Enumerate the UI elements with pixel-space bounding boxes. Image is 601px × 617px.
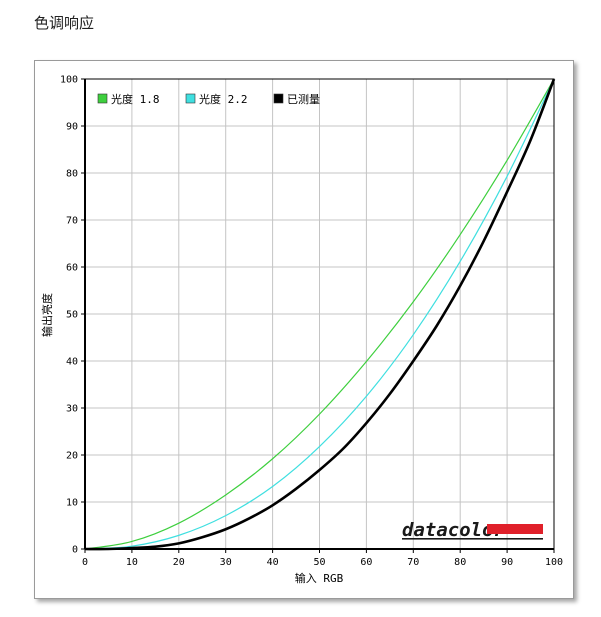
y-tick-label: 0 — [72, 545, 78, 556]
legend-swatch — [97, 93, 108, 104]
svg-text:datacolor: datacolor — [402, 519, 506, 541]
y-tick-label: 100 — [60, 75, 78, 86]
y-tick-label: 20 — [66, 451, 78, 462]
legend-swatch — [273, 93, 284, 104]
y-tick-label: 80 — [66, 169, 78, 180]
x-tick-label: 30 — [220, 557, 232, 568]
x-tick-label: 70 — [407, 557, 419, 568]
x-tick-label: 20 — [173, 557, 185, 568]
legend-label: 已测量 — [287, 93, 320, 106]
series-line-3 — [84, 78, 556, 551]
x-tick-label: 10 — [126, 557, 138, 568]
x-tick-label: 60 — [360, 557, 372, 568]
y-tick-label: 30 — [66, 404, 78, 415]
series-line-2 — [84, 78, 555, 550]
series-layer — [84, 78, 556, 551]
page-title: 色调响应 — [34, 14, 95, 32]
axis-layer: 0 10 20 30 40 50 60 70 80 90 100 0 10 20 30 40 50 60 70 80 9… — [60, 75, 563, 569]
legend-label: 光度 2.2 — [199, 92, 248, 106]
x-tick-label: 0 — [82, 557, 88, 568]
chart-panel: 0 10 20 30 40 50 60 70 80 90 100 0 10 20 30 40 50 60 70 80 9… — [34, 60, 574, 599]
y-tick-label: 70 — [66, 216, 78, 227]
y-tick-label: 60 — [66, 263, 78, 274]
x-tick-label: 100 — [545, 557, 563, 568]
x-tick-label: 40 — [267, 557, 279, 568]
y-tick-label: 40 — [66, 357, 78, 368]
y-tick-label: 10 — [66, 498, 78, 509]
chart-legend: 光度 1.8 光度 2.2 已测量 — [97, 92, 320, 106]
x-tick-label: 80 — [454, 557, 466, 568]
y-axis-label: 输出亮度 — [40, 293, 54, 337]
legend-swatch — [185, 93, 196, 104]
series-line-1 — [84, 78, 555, 550]
legend-label: 光度 1.8 — [111, 92, 160, 106]
y-tick-label: 50 — [66, 310, 78, 321]
y-tick-label: 90 — [66, 122, 78, 133]
x-tick-label: 50 — [313, 557, 325, 568]
tone-response-chart: 0 10 20 30 40 50 60 70 80 90 100 0 10 20 30 40 50 60 70 80 9… — [40, 75, 563, 586]
grid-layer — [84, 78, 555, 550]
x-axis-label: 输入 RGB — [295, 571, 344, 585]
x-tick-label: 90 — [501, 557, 513, 568]
datacolor-logo: datacolor — [402, 519, 543, 541]
